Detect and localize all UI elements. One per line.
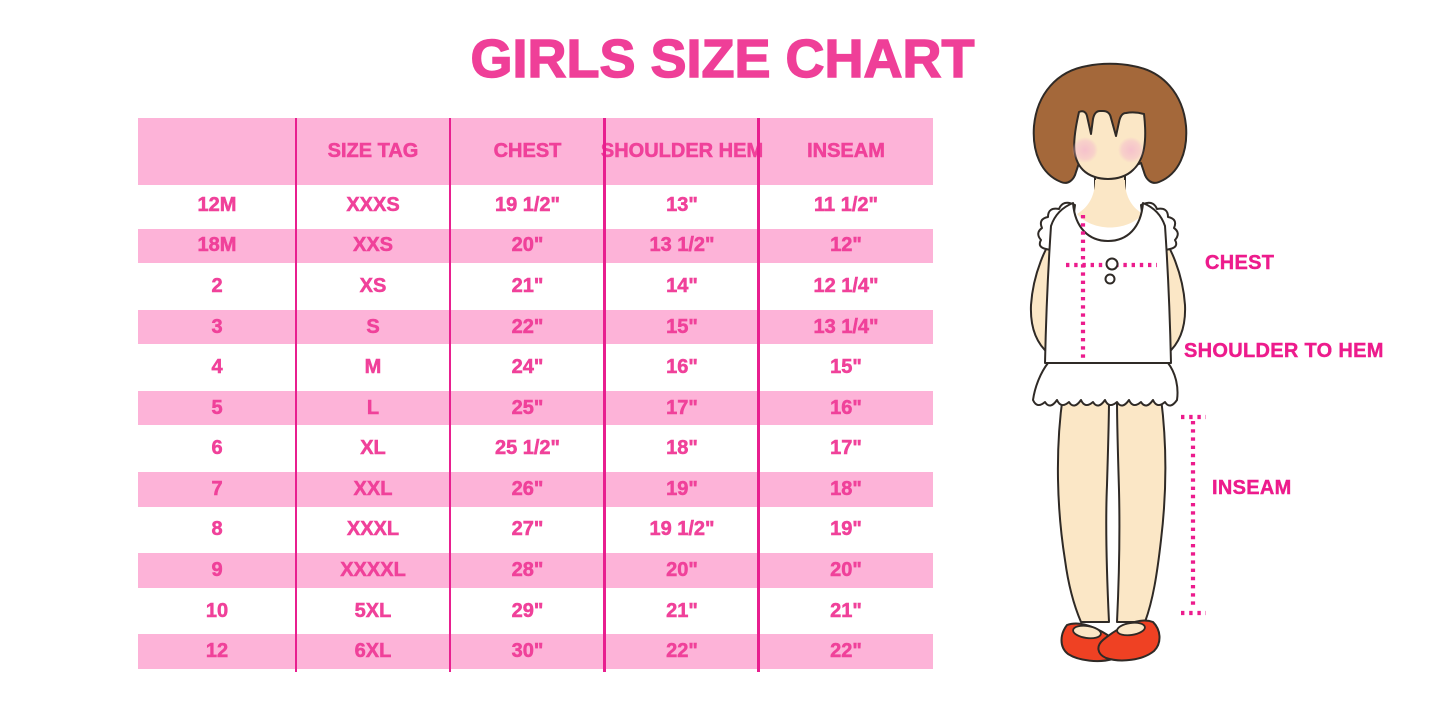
table-cell: XXS	[352, 234, 394, 257]
table-row: 10 5XL 29" 21" 21"	[138, 591, 933, 632]
table-row: 6 XL 25 1/2" 18" 17"	[138, 428, 933, 469]
table-cell: 8	[211, 518, 223, 541]
table-row: 3 S 22" 15" 13 1/4"	[138, 307, 933, 348]
table-cell: 13"	[666, 193, 698, 217]
table-row: 12M XXXS 19 1/2" 13" 11 1/2"	[138, 185, 933, 226]
table-cell: XXXL	[346, 518, 400, 541]
table-cell: 20"	[666, 558, 698, 582]
table-cell: 22"	[666, 640, 698, 663]
table-cell: 11 1/2"	[814, 193, 879, 217]
table-row: 9 XXXXL 28" 20" 20"	[138, 550, 933, 591]
table-cell: 17"	[666, 396, 698, 419]
right-blush	[1118, 137, 1144, 163]
table-cell: 29"	[511, 599, 544, 622]
table-row: 18M XXS 20" 13 1/2" 12"	[138, 226, 933, 267]
table-row: 5 L 25" 17" 16"	[138, 388, 933, 429]
table-cell: 20"	[511, 234, 544, 257]
table-cell: 12 1/4"	[813, 274, 879, 298]
table-cell: 16"	[666, 356, 698, 379]
table-cell: 14"	[666, 274, 698, 298]
table-cell: 6	[211, 437, 223, 460]
right-leg	[1116, 397, 1167, 623]
table-cell: L	[366, 396, 380, 419]
table-cell: 19"	[830, 518, 862, 541]
bottom-button	[1104, 273, 1116, 285]
table-cell: 7	[211, 477, 223, 501]
table-cell: XS	[359, 274, 387, 298]
inseam-measure-label: INSEAM	[1212, 477, 1292, 499]
table-row: 12 6XL 30" 22" 22"	[138, 631, 933, 672]
skirt	[1032, 362, 1179, 407]
table-row: 7 XXL 26" 19" 18"	[138, 469, 933, 510]
table-cell: 10	[205, 599, 229, 622]
header-cell	[138, 118, 296, 185]
table-cell: 3	[211, 315, 223, 338]
column-divider-line	[448, 118, 452, 672]
table-cell: 5	[211, 396, 223, 419]
chest-measure-label: CHEST	[1205, 252, 1275, 274]
header-cell: INSEAM	[807, 140, 885, 163]
column-divider-line	[603, 118, 606, 672]
column-divider-line	[294, 118, 298, 672]
table-cell: 20"	[830, 558, 862, 582]
table-cell: XXL	[353, 477, 393, 501]
table-cell: 27"	[511, 518, 544, 541]
table-cell: 12"	[830, 234, 862, 257]
table-cell: 25 1/2"	[494, 437, 561, 460]
table-cell: 24"	[511, 356, 544, 379]
column-divider-line	[757, 118, 760, 672]
header-cell: SHOULDER HEM	[600, 140, 764, 163]
table-cell: 21"	[511, 274, 544, 298]
table-cell: XXXS	[346, 193, 400, 217]
table-cell: 4	[211, 356, 223, 379]
table-cell: 26"	[511, 477, 544, 501]
table-cell: 13 1/4"	[813, 315, 879, 338]
size-table-header-row: SIZE TAG CHEST SHOULDER HEM INSEAM	[138, 118, 933, 185]
table-cell: 15"	[830, 356, 862, 379]
table-cell: 9	[211, 558, 223, 582]
table-cell: 19 1/2"	[494, 193, 561, 217]
top-button	[1105, 257, 1119, 271]
chest-skin	[1077, 180, 1143, 228]
page-title: GIRLS SIZE CHART	[470, 28, 975, 89]
girls-size-table: SIZE TAG CHEST SHOULDER HEM INSEAM 12M XXXS 1…	[138, 118, 933, 672]
girl-illustration	[1029, 62, 1206, 663]
table-cell: 16"	[830, 396, 862, 419]
left-leg	[1056, 394, 1110, 623]
table-cell: 21"	[830, 599, 862, 622]
table-cell: 17"	[830, 437, 862, 460]
header-cell: CHEST	[493, 140, 562, 163]
table-cell: 22"	[830, 640, 862, 663]
table-cell: 18"	[666, 437, 698, 460]
table-row: 4 M 24" 16" 15"	[138, 347, 933, 388]
left-blush	[1072, 137, 1098, 163]
table-cell: 28"	[511, 558, 544, 582]
table-row: 2 XS 21" 14" 12 1/4"	[138, 266, 933, 307]
size-table-body: 12M XXXS 19 1/2" 13" 11 1/2" 18M XXS 20" 13 1/2"…	[138, 185, 933, 672]
table-cell: 18M	[197, 234, 237, 257]
table-cell: S	[366, 315, 380, 338]
table-cell: XL	[360, 437, 386, 460]
table-cell: M	[364, 356, 382, 379]
table-cell: 19"	[666, 477, 698, 501]
table-cell: 12M	[197, 193, 237, 217]
table-cell: 30"	[511, 640, 544, 663]
table-cell: 5XL	[354, 599, 392, 622]
table-cell: 25"	[511, 396, 544, 419]
table-cell: 21"	[666, 599, 698, 622]
table-cell: 6XL	[354, 640, 392, 663]
table-cell: 2	[211, 274, 223, 298]
table-cell: 19 1/2"	[649, 518, 715, 541]
table-cell: 15"	[666, 315, 698, 338]
table-cell: XXXXL	[340, 558, 406, 582]
table-cell: 13 1/2"	[649, 234, 715, 257]
table-cell: 22"	[511, 315, 544, 338]
table-cell: 12	[205, 640, 229, 663]
header-cell: SIZE TAG	[327, 140, 419, 163]
table-cell: 18"	[830, 477, 862, 501]
table-row: 8 XXXL 27" 19 1/2" 19"	[138, 510, 933, 551]
shoulder-to-hem-measure-label: SHOULDER TO HEM	[1184, 340, 1384, 362]
right-shoe	[1097, 619, 1161, 662]
